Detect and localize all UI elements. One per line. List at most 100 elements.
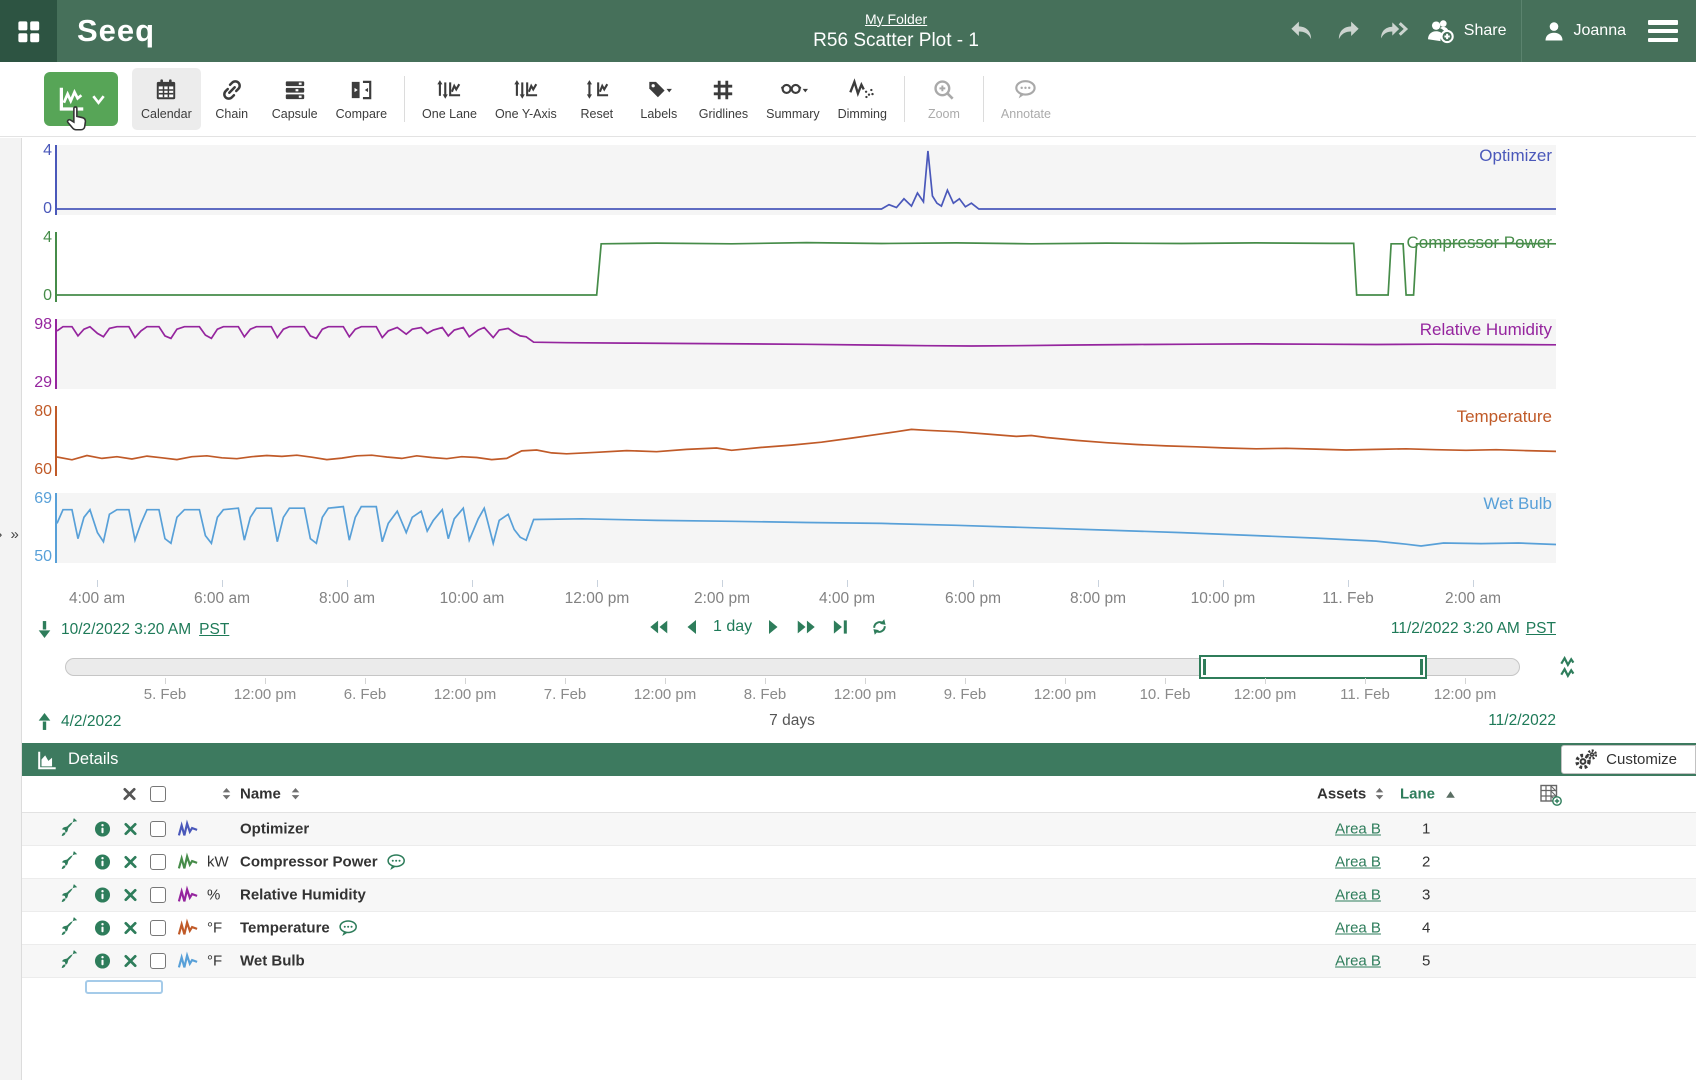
asset-link[interactable]: Area B bbox=[1335, 919, 1381, 937]
asset-swap-icon[interactable] bbox=[59, 950, 80, 972]
timezone-link[interactable]: PST bbox=[199, 620, 230, 638]
breadcrumb[interactable]: My Folder bbox=[864, 10, 928, 27]
auto-update-icon[interactable] bbox=[1558, 655, 1580, 683]
assets-column-header[interactable]: Assets bbox=[1317, 786, 1386, 803]
asset-link[interactable]: Area B bbox=[1335, 886, 1381, 904]
toolbar-button-dimming[interactable]: Dimming bbox=[829, 68, 896, 130]
scrubber-handle-right[interactable] bbox=[1420, 659, 1424, 675]
asset-swap-icon[interactable] bbox=[59, 851, 80, 873]
toolbar-button-gridlines[interactable]: Gridlines bbox=[690, 68, 757, 130]
toolbar-button-labels[interactable]: Labels bbox=[628, 68, 690, 130]
row-checkbox[interactable] bbox=[150, 854, 166, 870]
asset-link[interactable]: Area B bbox=[1335, 820, 1381, 838]
item-info-icon[interactable] bbox=[93, 853, 112, 872]
investigate-range-start[interactable]: 4/2/2022 bbox=[61, 712, 122, 730]
asset-link[interactable]: Area B bbox=[1335, 952, 1381, 970]
name-column-header[interactable]: Name bbox=[240, 786, 302, 803]
toolbar-button-chain[interactable]: Chain bbox=[201, 68, 263, 130]
undo-button[interactable] bbox=[1285, 14, 1319, 48]
scrubber-tick bbox=[965, 678, 966, 684]
remove-item-icon[interactable] bbox=[123, 822, 138, 837]
trend-plot-optimizer[interactable]: Optimizer bbox=[55, 145, 1556, 215]
range-step-label[interactable]: 1 day bbox=[713, 618, 753, 635]
sort-by-name-control[interactable] bbox=[289, 787, 302, 802]
signal-name: Compressor Power bbox=[240, 853, 408, 872]
step-forward-fast-icon[interactable] bbox=[795, 619, 817, 635]
view-selector-button[interactable] bbox=[44, 72, 118, 126]
toolbar-button-capsule[interactable]: Capsule bbox=[263, 68, 327, 130]
signal-type-icon bbox=[177, 819, 199, 839]
display-range-start[interactable]: 10/2/2022 3:20 AM bbox=[61, 620, 192, 638]
item-info-icon[interactable] bbox=[93, 919, 112, 938]
x-axis-tick bbox=[472, 580, 473, 587]
toolbar-button-one-y-axis[interactable]: One Y-Axis bbox=[486, 68, 566, 130]
step-forward-icon[interactable] bbox=[767, 619, 780, 635]
add-column-button[interactable] bbox=[1538, 782, 1562, 806]
expand-panel-button[interactable]: » » bbox=[0, 526, 21, 543]
user-menu[interactable]: Joanna bbox=[1520, 0, 1645, 62]
redo-button[interactable] bbox=[1331, 14, 1365, 48]
item-info-icon[interactable] bbox=[93, 820, 112, 839]
remove-item-icon[interactable] bbox=[123, 921, 138, 936]
x-axis-label: 2:00 pm bbox=[693, 590, 751, 607]
select-all-checkbox[interactable] bbox=[150, 786, 166, 802]
row-checkbox[interactable] bbox=[150, 887, 166, 903]
row-checkbox[interactable] bbox=[150, 920, 166, 936]
annotation-bubble-icon[interactable] bbox=[386, 853, 408, 872]
y-axis-min-label: 29 bbox=[34, 374, 52, 391]
scrubber-tick-label: 6. Feb bbox=[343, 686, 387, 703]
row-checkbox[interactable] bbox=[150, 953, 166, 969]
page-title: R56 Scatter Plot - 1 bbox=[813, 29, 979, 51]
step-back-icon[interactable] bbox=[685, 619, 698, 635]
x-axis[interactable]: 4:00 am 6:00 am 8:00 am 10:00 am 12:00 p… bbox=[22, 580, 1696, 614]
trend-plot-relative-humidity[interactable]: Relative Humidity bbox=[55, 319, 1556, 389]
signal-type-icon bbox=[177, 951, 199, 971]
signal-unit: kW bbox=[207, 853, 229, 871]
share-button[interactable]: Share bbox=[1425, 17, 1507, 45]
step-to-end-icon[interactable] bbox=[832, 619, 849, 635]
annotation-bubble-icon[interactable] bbox=[338, 919, 360, 938]
item-info-icon[interactable] bbox=[93, 886, 112, 905]
investigate-range-end[interactable]: 11/2/2022 bbox=[1488, 712, 1556, 729]
bottom-tooltip-stub bbox=[85, 980, 163, 994]
lane-compressor-power: 4 0 Compressor Power bbox=[22, 229, 1696, 304]
scrubber-handle-left[interactable] bbox=[1203, 659, 1207, 675]
row-checkbox[interactable] bbox=[150, 821, 166, 837]
remove-item-icon[interactable] bbox=[123, 954, 138, 969]
sort-by-type-control[interactable] bbox=[220, 787, 233, 802]
asset-swap-icon[interactable] bbox=[59, 818, 80, 840]
toolbar-button-compare[interactable]: Compare bbox=[327, 68, 396, 130]
asset-link[interactable]: Area B bbox=[1335, 853, 1381, 871]
y-axis-max-label: 80 bbox=[34, 403, 52, 420]
timezone-link-end[interactable]: PST bbox=[1525, 620, 1556, 637]
trend-plot-wet-bulb[interactable]: Wet Bulb bbox=[55, 493, 1556, 563]
remove-item-icon[interactable] bbox=[123, 855, 138, 870]
toolbar-button-one-lane[interactable]: One Lane bbox=[413, 68, 486, 130]
step-back-fast-icon[interactable] bbox=[648, 619, 670, 635]
worksheet-toolbar: Calendar Chain Capsule Compare One Lane … bbox=[0, 62, 1696, 137]
sort-by-lane-control[interactable] bbox=[1444, 788, 1457, 800]
investigate-start-arrow-icon[interactable] bbox=[36, 712, 53, 731]
lane-column-header[interactable]: Lane bbox=[1400, 786, 1457, 803]
item-info-icon[interactable] bbox=[93, 952, 112, 971]
hamburger-menu-button[interactable] bbox=[1648, 20, 1678, 42]
remove-item-icon[interactable] bbox=[123, 888, 138, 903]
refresh-icon[interactable] bbox=[870, 618, 889, 636]
display-range-end[interactable]: 11/2/2022 3:20 AM bbox=[1390, 620, 1520, 637]
customize-button[interactable]: Customize bbox=[1561, 745, 1696, 774]
remove-all-signals-button[interactable] bbox=[122, 787, 137, 802]
app-grid-button[interactable] bbox=[0, 0, 57, 62]
lane-relative-humidity: 98 29 Relative Humidity bbox=[22, 316, 1696, 391]
asset-swap-icon[interactable] bbox=[59, 884, 80, 906]
trend-plot-temperature[interactable]: Temperature bbox=[55, 406, 1556, 476]
scrubber-track[interactable] bbox=[65, 655, 1520, 679]
toolbar-button-reset[interactable]: Reset bbox=[566, 68, 628, 130]
sort-by-assets-control[interactable] bbox=[1373, 787, 1386, 802]
asset-swap-icon[interactable] bbox=[59, 917, 80, 939]
range-start-arrow-icon[interactable] bbox=[36, 620, 53, 639]
toolbar-button-calendar[interactable]: Calendar bbox=[132, 68, 201, 130]
redo-all-button[interactable] bbox=[1377, 14, 1411, 48]
trend-plot-compressor-power[interactable]: Compressor Power bbox=[55, 232, 1556, 302]
scrubber-selection[interactable] bbox=[1199, 655, 1428, 679]
toolbar-button-summary[interactable]: Summary bbox=[757, 68, 828, 130]
